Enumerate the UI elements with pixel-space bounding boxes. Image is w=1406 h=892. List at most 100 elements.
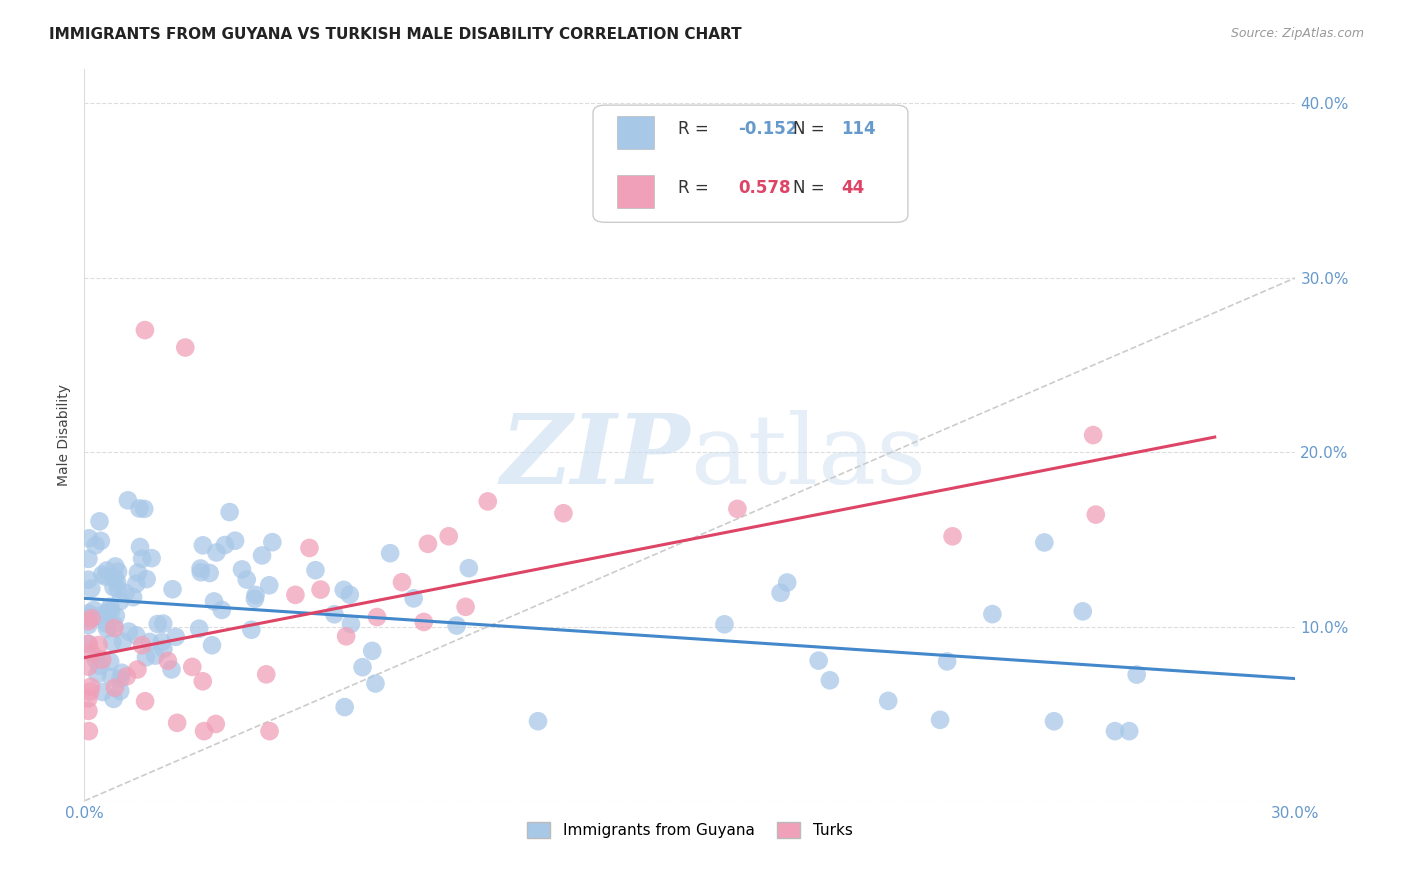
Point [235, 573, 257, 587]
Point [104, 681, 127, 695]
Point [1033, 535, 1056, 549]
Point [103, 621, 125, 635]
Point [131, 551, 153, 566]
Point [332, 582, 354, 597]
Point [391, 575, 413, 590]
Point [807, 654, 830, 668]
Point [77, 611, 100, 625]
Point [107, 565, 129, 579]
Point [134, 694, 156, 708]
Point [366, 610, 388, 624]
Point [110, 594, 132, 608]
Point [86, 667, 108, 681]
Point [218, 505, 240, 519]
Point [77, 704, 100, 718]
Point [713, 617, 735, 632]
Point [128, 501, 150, 516]
Point [77, 618, 100, 632]
Point [936, 654, 959, 668]
Point [87, 638, 110, 652]
Point [257, 578, 280, 592]
Point [103, 692, 125, 706]
Point [122, 590, 145, 604]
Point [214, 538, 236, 552]
Text: N =: N = [793, 120, 824, 138]
Point [91, 685, 114, 699]
Point [166, 715, 188, 730]
Point [340, 617, 363, 632]
Point [877, 694, 900, 708]
Bar [617, 116, 654, 149]
Point [135, 650, 157, 665]
Point [94, 570, 117, 584]
Bar [617, 175, 654, 208]
Point [191, 674, 214, 689]
Point [77, 552, 100, 566]
Point [117, 493, 139, 508]
Text: R =: R = [678, 120, 709, 138]
Point [125, 576, 148, 591]
Point [211, 603, 233, 617]
Point [152, 641, 174, 656]
Point [254, 667, 277, 681]
Point [929, 713, 952, 727]
Point [110, 684, 132, 698]
Point [1043, 714, 1066, 729]
Point [143, 648, 166, 663]
Point [527, 714, 550, 729]
Point [1081, 428, 1104, 442]
Point [298, 541, 321, 555]
Point [110, 672, 132, 686]
Point [107, 582, 129, 596]
Point [152, 616, 174, 631]
Point [77, 531, 100, 545]
Point [818, 673, 841, 688]
Point [437, 529, 460, 543]
Point [725, 501, 748, 516]
Point [364, 676, 387, 690]
Point [1118, 724, 1140, 739]
Point [77, 637, 100, 651]
Point [1071, 604, 1094, 618]
Point [98, 599, 121, 614]
Point [103, 617, 125, 632]
Text: Source: ZipAtlas.com: Source: ZipAtlas.com [1230, 27, 1364, 40]
Text: IMMIGRANTS FROM GUYANA VS TURKISH MALE DISABILITY CORRELATION CHART: IMMIGRANTS FROM GUYANA VS TURKISH MALE D… [49, 27, 742, 42]
Point [134, 323, 156, 337]
Point [103, 580, 125, 594]
Point [96, 616, 118, 631]
Point [245, 588, 267, 602]
Point [150, 635, 173, 649]
Point [79, 684, 101, 698]
Point [104, 608, 127, 623]
Text: N =: N = [793, 178, 824, 196]
Point [188, 622, 211, 636]
Point [457, 561, 479, 575]
Point [83, 603, 105, 617]
Point [77, 637, 100, 651]
Point [553, 506, 575, 520]
Text: R =: R = [678, 178, 709, 196]
Point [125, 628, 148, 642]
Point [104, 571, 127, 585]
Point [77, 573, 100, 587]
Point [91, 567, 114, 582]
Point [127, 566, 149, 580]
Text: 114: 114 [841, 120, 876, 138]
Point [204, 717, 226, 731]
Point [77, 659, 100, 673]
Point [96, 564, 118, 578]
Point [174, 341, 197, 355]
Point [454, 599, 477, 614]
Point [98, 655, 121, 669]
Point [156, 654, 179, 668]
Point [304, 563, 326, 577]
Point [114, 586, 136, 600]
Point [77, 615, 100, 629]
Point [118, 624, 141, 639]
Point [165, 630, 187, 644]
Point [198, 566, 221, 580]
Point [412, 615, 434, 629]
Point [323, 607, 346, 622]
Point [97, 605, 120, 619]
